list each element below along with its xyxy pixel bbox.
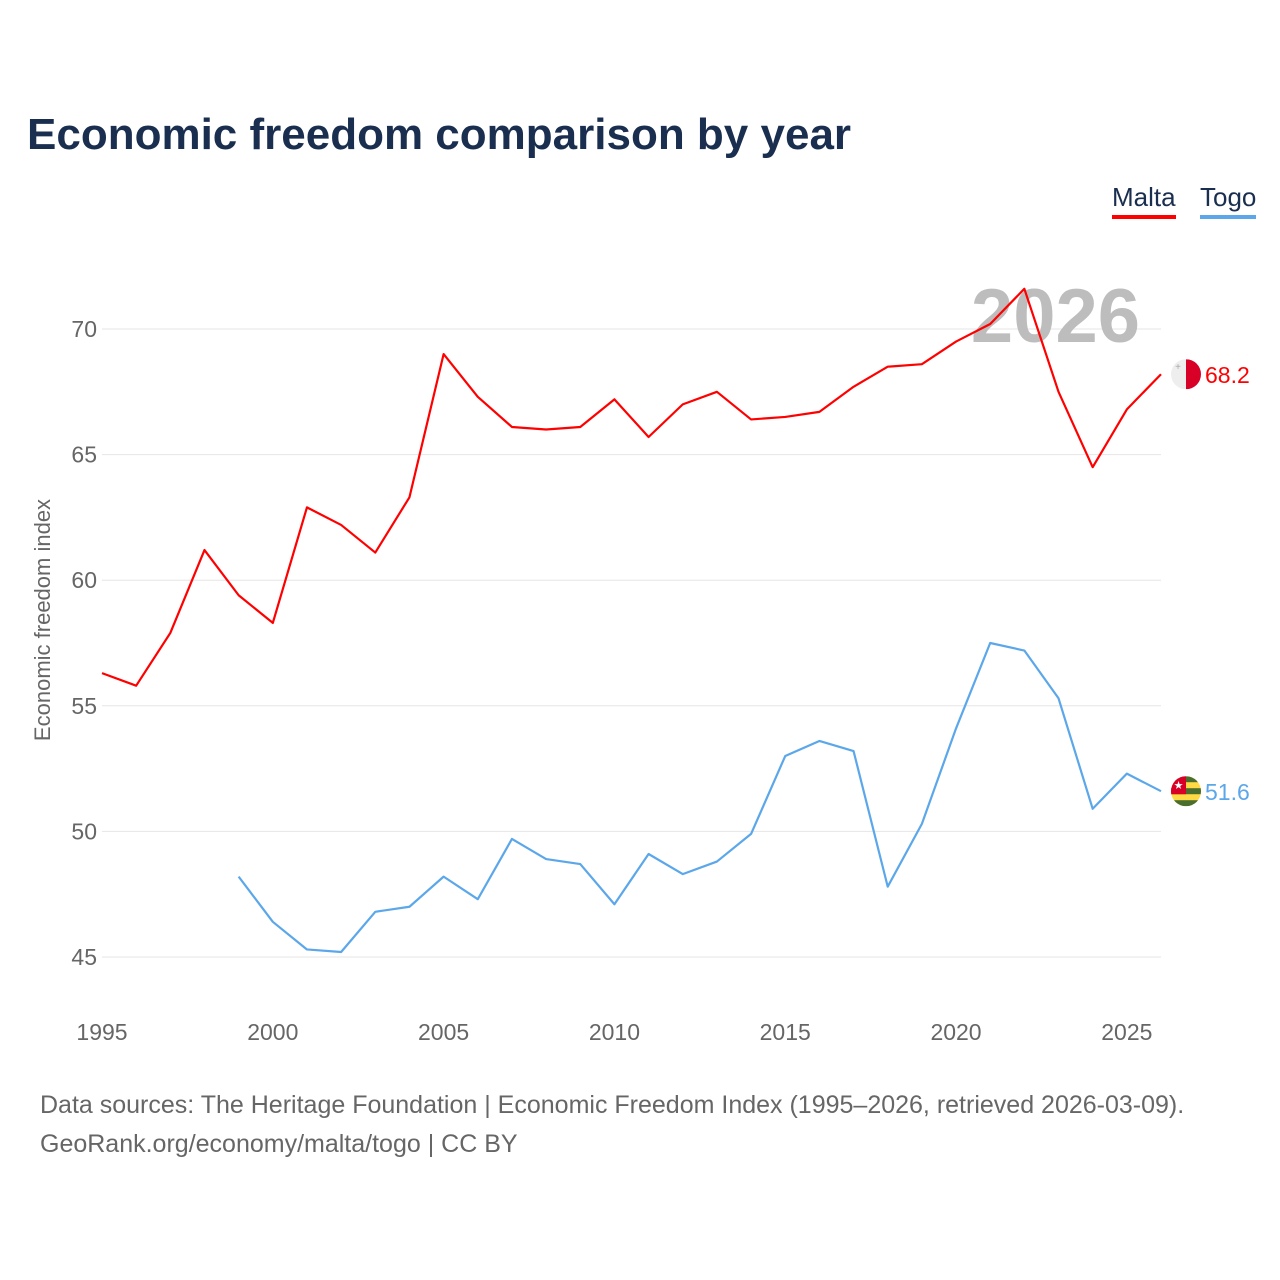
x-tick-label: 1995 (76, 1019, 127, 1045)
malta-flag-icon: + (1171, 359, 1201, 390)
y-tick-label: 45 (71, 944, 97, 970)
x-tick-label: 2020 (930, 1019, 981, 1045)
legend-malta[interactable]: Malta (1112, 182, 1176, 219)
y-tick-label: 60 (71, 567, 97, 593)
svg-text:+: + (1175, 362, 1181, 373)
x-tick-label: 2005 (418, 1019, 469, 1045)
end-label-malta: 68.2 (1205, 362, 1250, 388)
y-tick-label: 50 (71, 818, 97, 844)
source-line-2: GeoRank.org/economy/malta/togo | CC BY (40, 1130, 518, 1158)
x-tick-label: 2010 (589, 1019, 640, 1045)
chart-title: Economic freedom comparison by year (27, 110, 852, 159)
series-line-malta (101, 287, 1162, 687)
source-note: Data sources: The Heritage Foundation | … (40, 1086, 1184, 1164)
togo-flag-icon: ★ (1171, 776, 1201, 807)
source-line-1: Data sources: The Heritage Foundation | … (40, 1091, 1185, 1119)
year-watermark: 2026 (971, 274, 1140, 359)
y-tick-label: 55 (71, 693, 97, 719)
x-tick-label: 2000 (247, 1019, 298, 1045)
y-tick-label: 70 (71, 316, 97, 342)
svg-text:★: ★ (1174, 780, 1184, 792)
x-tick-label: 2025 (1101, 1019, 1152, 1045)
y-axis-label: Economic freedom index (30, 499, 55, 741)
end-label-togo: 51.6 (1205, 779, 1250, 805)
y-tick-label: 65 (71, 442, 97, 468)
legend-togo[interactable]: Togo (1200, 182, 1257, 219)
x-tick-label: 2015 (760, 1019, 811, 1045)
series-line-togo (237, 641, 1162, 954)
